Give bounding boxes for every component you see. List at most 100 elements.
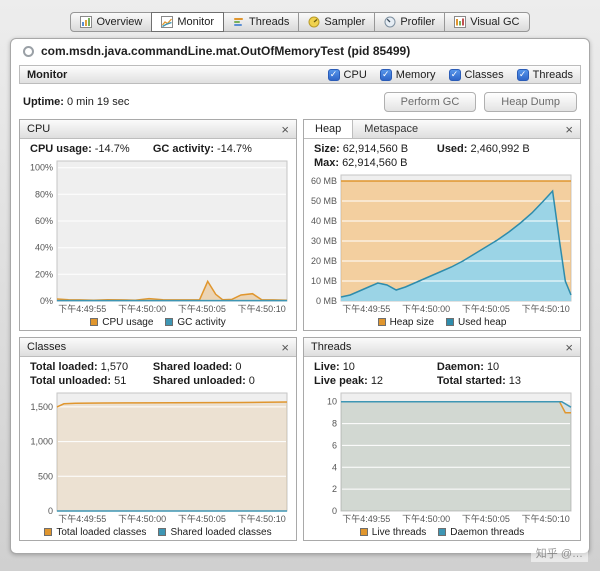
svg-text:50 MB: 50 MB	[311, 196, 337, 206]
stat-label: Used:	[436, 143, 468, 155]
legend-swatch	[377, 318, 386, 326]
threads-chart: 0 2 4 6 8 10 下午4:49:55 下午4:50:00 下午4:50:05 下午4:50…	[307, 389, 577, 524]
stat-label: Live:	[314, 361, 340, 373]
stat-value: 10	[342, 361, 355, 373]
svg-text:6: 6	[332, 440, 337, 450]
stat-label: Total started:	[436, 375, 506, 387]
close-icon[interactable]: ×	[565, 121, 573, 137]
stat: Total started: 13	[437, 375, 570, 387]
svg-text:4: 4	[332, 462, 337, 472]
close-icon[interactable]: ×	[281, 339, 289, 355]
tab-label: Visual GC	[470, 16, 520, 28]
svg-text:下午4:50:00: 下午4:50:00	[118, 513, 166, 524]
heap-panel: Heap Metaspace × Size: 62,914,560 B Used:…	[303, 119, 581, 331]
legend-label: GC activity	[177, 316, 226, 328]
stat-value: 1,570	[100, 361, 129, 373]
tab-sampler[interactable]: Sampler	[298, 12, 376, 32]
classes-panel-header: Classes ×	[20, 338, 296, 357]
stat-value: 13	[508, 375, 521, 387]
stat-label: Total unloaded:	[30, 375, 112, 387]
watermark: 知乎 @…	[530, 544, 588, 562]
svg-text:0: 0	[48, 506, 53, 516]
close-icon[interactable]: ×	[565, 339, 573, 355]
tab-metaspace[interactable]: Metaspace	[364, 123, 419, 135]
monitor-section-title: Monitor	[27, 68, 68, 81]
legend-swatch	[446, 318, 455, 326]
checkbox-checked-icon: ✓	[327, 68, 340, 81]
close-icon[interactable]: ×	[281, 121, 289, 137]
stat-label: Live peak:	[314, 375, 368, 387]
tab-label: Monitor	[177, 16, 215, 28]
stat: Total unloaded: 51	[30, 375, 153, 387]
stat-value: 0	[248, 375, 255, 387]
checkbox-label: Threads	[532, 68, 573, 81]
heap-dump-button[interactable]: Heap Dump	[484, 92, 577, 112]
threads-icon	[233, 16, 245, 28]
stat-label: Shared unloaded:	[152, 375, 246, 387]
svg-text:0 MB: 0 MB	[316, 296, 337, 306]
stat-value: 62,914,560 B	[342, 143, 409, 155]
cpu-stats: CPU usage: -14.7% GC activity: -14.7%	[20, 139, 296, 156]
svg-text:下午4:50:00: 下午4:50:00	[402, 513, 450, 524]
stat: Size: 62,914,560 B	[314, 143, 437, 155]
classes-stats: Total loaded: 1,570 Shared loaded: 0 Total…	[20, 357, 296, 388]
tab-heap[interactable]: Heap	[304, 120, 354, 138]
page-title: com.msdn.java.commandLine.mat.OutOfMemor…	[41, 44, 411, 58]
tab-overview[interactable]: Overview	[70, 12, 153, 32]
svg-text:30 MB: 30 MB	[311, 236, 337, 246]
uptime: Uptime: 0 min 19 sec	[23, 96, 129, 108]
tab-monitor[interactable]: Monitor	[151, 12, 225, 32]
legend-label: Heap size	[389, 316, 435, 328]
visual-gc-icon	[454, 16, 467, 28]
legend-swatch	[158, 528, 167, 536]
stat: Used: 2,460,992 B	[437, 143, 570, 155]
stat-label: Total loaded:	[30, 361, 98, 373]
svg-text:0: 0	[332, 506, 337, 516]
checkbox-threads[interactable]: ✓ Threads	[516, 68, 573, 81]
svg-text:2: 2	[332, 484, 337, 494]
legend-item: Total loaded classes	[44, 527, 146, 538]
stat: Live peak: 12	[314, 375, 437, 387]
heap-stats: Size: 62,914,560 B Used: 2,460,992 B Max: 6…	[304, 139, 580, 170]
stat-label: Daemon:	[436, 361, 484, 373]
tab-profiler[interactable]: Profiler	[374, 12, 446, 32]
cpu-legend: CPU usage GC activity	[20, 314, 296, 330]
checkbox-cpu[interactable]: ✓ CPU	[327, 68, 367, 81]
perform-gc-button[interactable]: Perform GC	[383, 92, 477, 112]
stat-label: Max:	[314, 157, 340, 169]
classes-panel: Classes × Total loaded: 1,570 Shared load…	[19, 337, 297, 541]
svg-text:20 MB: 20 MB	[311, 256, 337, 266]
application-icon	[23, 45, 34, 57]
svg-text:下午4:49:55: 下午4:49:55	[58, 513, 106, 524]
checkbox-label: CPU	[343, 68, 367, 81]
legend-label: Shared loaded classes	[170, 526, 272, 538]
svg-text:下午4:49:55: 下午4:49:55	[58, 303, 106, 314]
profiler-icon	[384, 16, 396, 28]
checkbox-memory[interactable]: ✓ Memory	[379, 68, 436, 81]
tab-label: Sampler	[324, 16, 366, 28]
tab-threads[interactable]: Threads	[223, 12, 300, 32]
monitor-section-header: Monitor ✓ CPU ✓ Memory ✓ Classes ✓ Threa…	[19, 65, 581, 84]
svg-text:20%: 20%	[35, 269, 53, 279]
cpu-panel-title: CPU	[27, 123, 51, 135]
stat-value: 12	[370, 375, 384, 387]
svg-text:40 MB: 40 MB	[311, 216, 337, 226]
svg-text:500: 500	[38, 471, 53, 481]
svg-text:下午4:50:00: 下午4:50:00	[118, 303, 166, 314]
stat: GC activity: -14.7%	[153, 143, 286, 155]
cpu-chart: 0% 20% 40% 60% 80% 100% 下午4:49:55 下午4:50:00 下午4:…	[23, 157, 293, 314]
stat-label: GC activity:	[152, 143, 215, 155]
tab-visual-gc[interactable]: Visual GC	[444, 12, 530, 32]
stat: Daemon: 10	[437, 361, 570, 373]
legend-item: Shared loaded classes	[158, 526, 272, 538]
checkbox-checked-icon: ✓	[379, 68, 392, 81]
svg-text:下午4:50:10: 下午4:50:10	[522, 513, 570, 524]
legend-item: Heap size	[377, 316, 435, 328]
stat-value: 62,914,560 B	[342, 157, 408, 169]
stat: Live: 10	[314, 361, 437, 373]
legend-item: Live threads	[359, 527, 426, 538]
tab-label: Threads	[249, 16, 290, 28]
legend-item: GC activity	[165, 316, 226, 328]
checkbox-classes[interactable]: ✓ Classes	[448, 68, 504, 81]
sampler-icon	[308, 16, 320, 28]
